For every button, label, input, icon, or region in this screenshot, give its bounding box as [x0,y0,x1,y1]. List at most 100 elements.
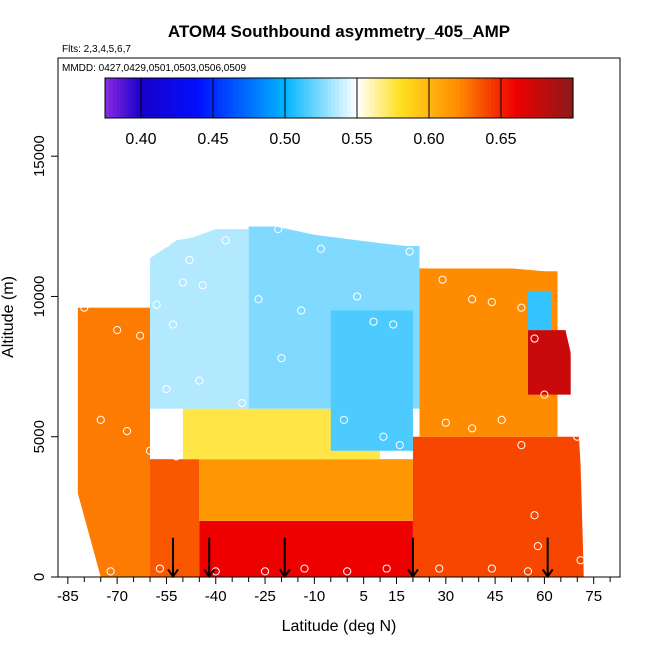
colorbar-cell [553,78,558,118]
x-tick-label: 60 [536,588,553,605]
sample-point-24 [96,415,105,424]
sample-point-27 [195,376,204,385]
x-tick-label: -70 [106,588,128,605]
flights-label: Flts: 2,3,4,5,6,7 [62,44,131,55]
colorbar-cell [339,78,344,118]
colorbar-tick-label: 0.65 [485,131,516,148]
colorbar-cell [413,78,418,118]
colorbar-cell [155,78,161,118]
field-region-3 [199,459,413,521]
colorbar-cell [151,78,157,118]
colorbar-cell [506,78,512,118]
colorbar-cell [105,78,110,118]
sample-point-25 [122,427,132,436]
colorbar-cell [186,78,192,118]
colorbar-cell [362,78,367,118]
colorbar-cell [463,78,469,118]
colorbar-cell [569,78,574,118]
colorbar-cell [288,78,293,118]
field-region-10 [527,330,571,395]
colorbar-cell [456,78,461,118]
flight-arrow-head [407,568,419,579]
sample-point-52 [523,567,533,576]
sample-point-9 [274,225,283,234]
colorbar-cell [385,78,391,118]
sample-point-14 [297,306,306,315]
sample-point-32 [395,441,404,450]
colorbar-cell [440,78,445,118]
colorbar-cell [198,78,204,118]
colorbar-cell [264,78,270,118]
colorbar-cell [452,78,457,118]
sample-point-11 [405,247,414,256]
sample-point-44 [155,564,164,573]
sample-point-49 [382,564,391,573]
y-tick-label: 15000 [31,135,48,177]
x-axis: -85 -70 -55 -40 -25 -10 5 15 30 45 60 75 [57,577,611,605]
colorbar-tick-label: 0.60 [413,131,444,148]
sample-point-38 [145,446,155,455]
colorbar-cell [436,78,441,118]
sample-point-48 [343,567,352,576]
x-tick-label: 45 [487,588,504,605]
colorbar-cell [179,78,184,118]
colorbar-cell [175,78,180,118]
colorbar-cell [502,78,508,118]
colorbar-cell [565,78,570,118]
colorbar-cell [300,78,305,118]
colorbar-cell [167,78,172,118]
x-tick-label: -25 [254,588,276,605]
colorbar-cell [296,78,301,118]
sample-point-17 [389,320,398,329]
colorbar-cell [405,78,410,118]
field-cells [77,226,584,577]
colorbar-cell [366,78,371,118]
colorbar-cell [307,78,313,118]
sample-point-35 [497,415,506,424]
colorbar-cell [491,78,496,118]
colorbar-cell [140,78,145,118]
colorbar-cell [214,78,219,118]
colorbar-cell [253,78,258,118]
sample-points [80,225,585,576]
x-tick-label: 30 [437,588,454,605]
colorbar-cell [233,78,239,118]
colorbar-cell [467,78,473,118]
colorbar-cell [206,78,211,118]
x-tick-label: -40 [205,588,227,605]
colorbar-cell [389,78,395,118]
flight-arrow-head [167,568,179,579]
colorbar-cell [409,78,414,118]
sample-point-7 [162,239,171,248]
sample-point-0 [80,303,89,312]
sample-point-13 [254,295,263,304]
y-tick-label: 10000 [31,276,48,318]
dates-label: MMDD: 0427,0429,0501,0503,0506,0509 [62,63,246,74]
sample-point-46 [260,567,270,576]
sample-point-40 [530,511,539,520]
sample-point-36 [517,441,526,450]
colorbar-cell [459,78,465,118]
flight-arrow-head [203,568,215,579]
colorbar-cell [487,78,492,118]
colorbar-cell [335,78,340,118]
sample-point-6 [185,255,194,265]
colorbar-cell [350,78,356,118]
sample-point-23 [540,390,549,399]
sample-point-20 [487,297,496,307]
colorbar-cell [268,78,274,118]
colorbar-cell [510,78,516,118]
field-region-8 [412,436,584,577]
field-region-1 [150,459,200,577]
colorbar-cell [249,78,254,118]
flight-arrow-1 [203,537,215,579]
flight-arrow-head [541,568,554,579]
colorbar-cell [284,78,289,118]
sample-point-31 [379,432,388,441]
colorbar-cell [424,78,430,118]
sample-point-2 [136,331,145,340]
colorbar-cell [241,78,246,118]
colorbar-cell [331,78,336,118]
colorbar-cell [311,78,317,118]
sample-point-30 [339,415,349,424]
